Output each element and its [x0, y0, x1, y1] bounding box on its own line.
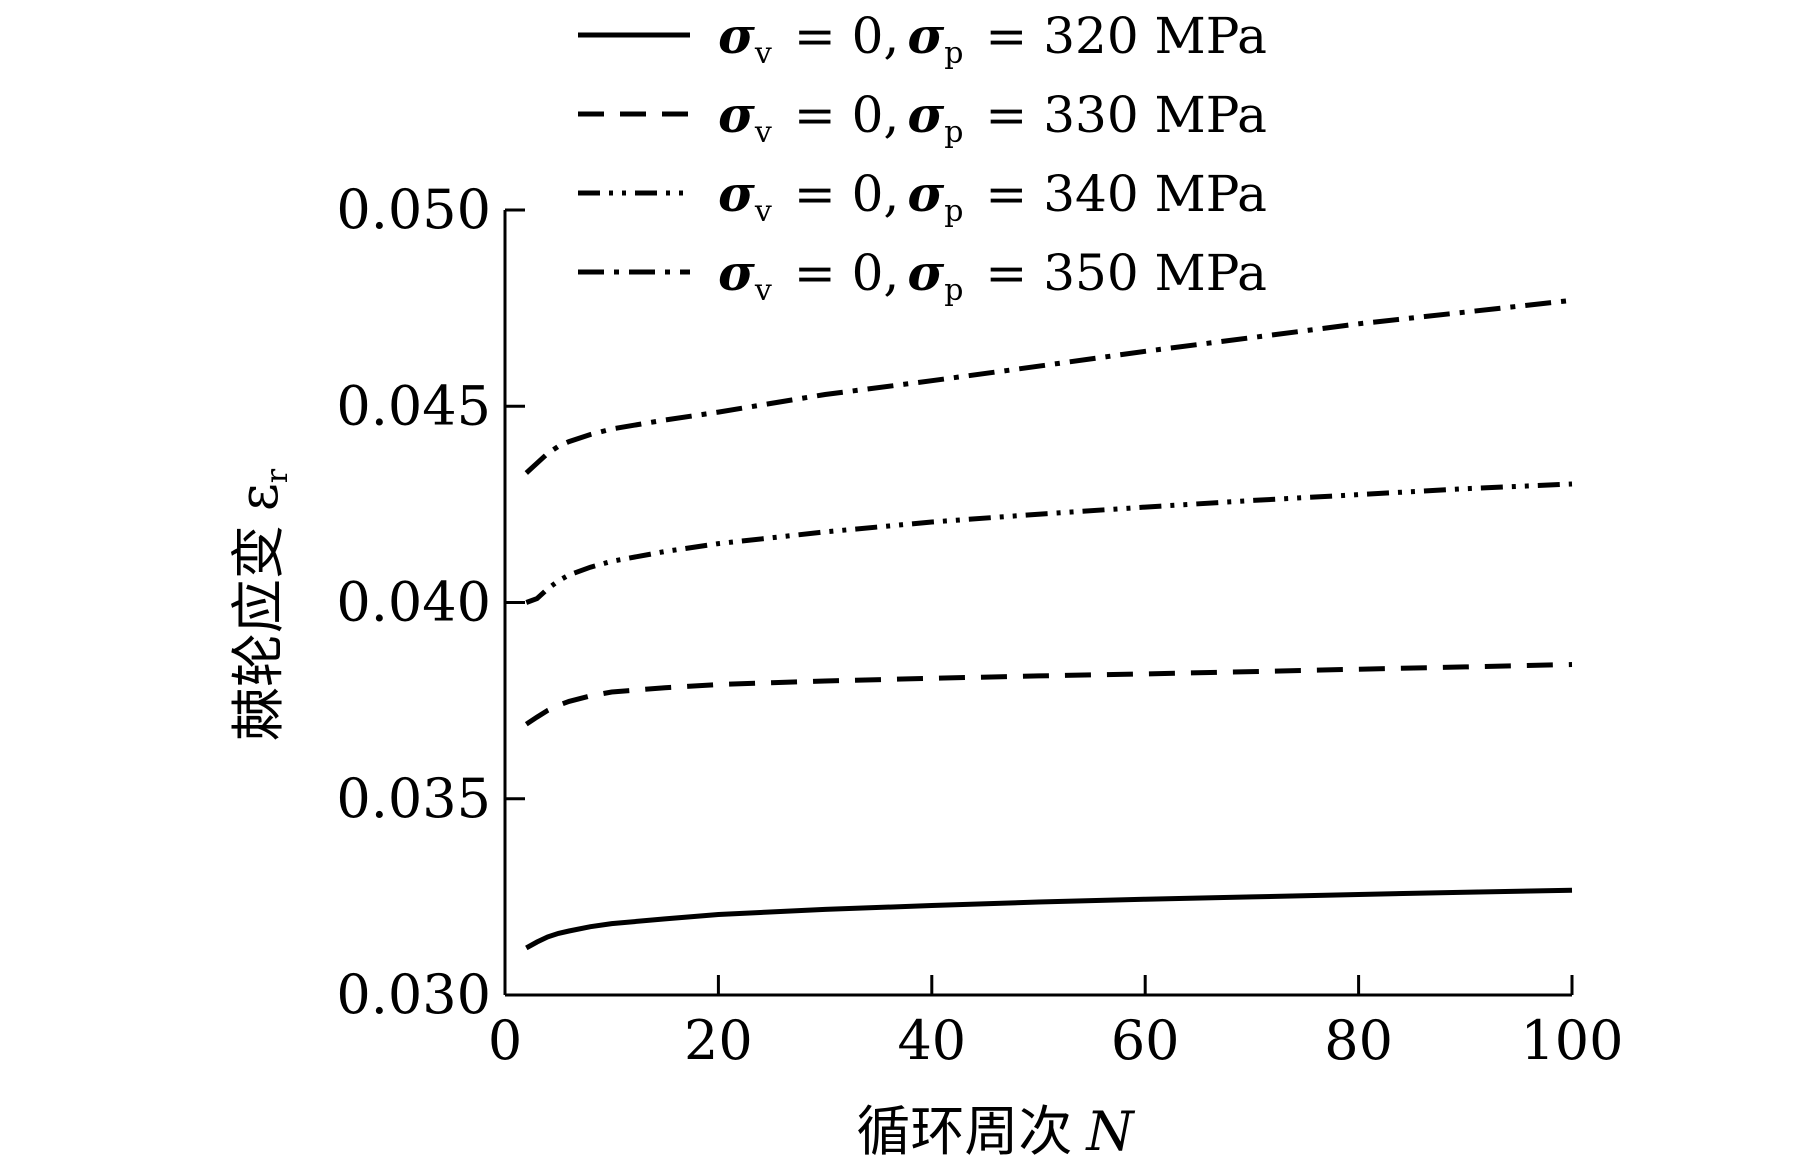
legend-label-1: σv = 0, σp = 320 MPa	[718, 6, 1267, 71]
plot-area: 0 20 40 60 80 100 0.030 0.035 0.040 0.045 0.050	[336, 178, 1623, 1072]
x-tick-label-20: 20	[684, 1009, 753, 1072]
x-tick-label-80: 80	[1324, 1009, 1393, 1072]
y-tick-label-0.030: 0.030	[336, 963, 491, 1026]
x-tick-label-100: 100	[1520, 1009, 1623, 1072]
legend-label-3: σv = 0, σp = 340 MPa	[718, 164, 1267, 229]
x-axis-title: 循环周次 N	[856, 1100, 1135, 1155]
series-line-1	[525, 887, 1573, 951]
legend-item-1: σv = 0, σp = 320 MPa	[578, 6, 1267, 71]
y-tick-label-0.050: 0.050	[336, 178, 491, 241]
series-line-2	[524, 662, 1573, 727]
series-line-4	[524, 297, 1573, 475]
y-axis-variable: ε	[227, 483, 290, 511]
y-axis-title: 棘轮应变 εr	[227, 468, 295, 741]
x-tick-label-40: 40	[897, 1009, 966, 1072]
x-axis-label: 循环周次	[856, 1100, 1072, 1155]
legend: σv = 0, σp = 320 MPa σv = 0, σp = 330 MPa σv = 0,…	[578, 6, 1267, 308]
legend-label-2: σv = 0, σp = 330 MPa	[718, 85, 1267, 150]
legend-item-3: σv = 0, σp = 340 MPa	[578, 164, 1267, 229]
legend-item-2: σv = 0, σp = 330 MPa	[578, 85, 1267, 150]
series-line-3	[525, 481, 1573, 605]
y-axis-label: 棘轮应变	[227, 525, 290, 741]
y-axis-variable-subscript: r	[260, 468, 295, 483]
legend-item-4: σv = 0, σp = 350 MPa	[578, 243, 1267, 308]
y-tick-label-0.040: 0.040	[336, 571, 491, 634]
axes-layer: 0 20 40 60 80 100 0.030 0.035 0.040 0.045 0.050	[336, 178, 1623, 1072]
y-tick-label-0.045: 0.045	[336, 374, 491, 437]
series-layer	[524, 297, 1573, 951]
x-tick-label-60: 60	[1111, 1009, 1180, 1072]
x-tick-label-0: 0	[488, 1009, 522, 1072]
y-tick-label-0.035: 0.035	[336, 767, 491, 830]
x-axis-variable: N	[1084, 1100, 1135, 1155]
legend-label-4: σv = 0, σp = 350 MPa	[718, 243, 1267, 308]
